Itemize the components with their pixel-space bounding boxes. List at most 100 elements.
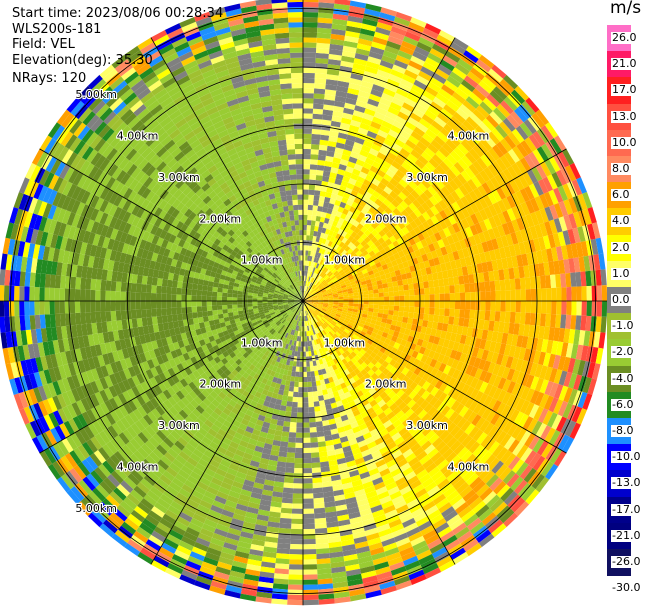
velocity-gate xyxy=(122,402,133,415)
velocity-gate xyxy=(359,508,372,517)
velocity-gate xyxy=(326,326,332,332)
velocity-gate xyxy=(297,407,303,413)
velocity-gate xyxy=(126,388,137,400)
velocity-gate xyxy=(464,193,475,205)
velocity-gate xyxy=(518,174,529,189)
velocity-gate xyxy=(324,160,333,168)
velocity-gate xyxy=(468,163,480,176)
velocity-gate xyxy=(279,323,284,329)
velocity-gate xyxy=(438,362,447,373)
velocity-gate xyxy=(275,311,281,315)
velocity-gate xyxy=(440,108,453,120)
velocity-gate xyxy=(303,564,318,570)
velocity-gate xyxy=(384,547,400,557)
velocity-gate xyxy=(293,468,303,474)
velocity-gate xyxy=(395,87,409,98)
velocity-gate xyxy=(562,402,573,419)
velocity-gate xyxy=(431,437,443,448)
velocity-gate xyxy=(546,339,554,354)
velocity-gate xyxy=(385,379,394,388)
velocity-gate xyxy=(366,282,373,288)
velocity-gate xyxy=(133,485,147,499)
velocity-gate xyxy=(385,371,394,380)
velocity-gate xyxy=(357,439,367,448)
velocity-gate xyxy=(317,27,332,34)
velocity-gate xyxy=(360,256,367,263)
velocity-gate xyxy=(438,229,447,240)
velocity-gate xyxy=(118,463,131,477)
velocity-gate xyxy=(359,471,371,480)
velocity-gate xyxy=(601,285,607,301)
velocity-gate xyxy=(178,540,194,552)
velocity-gate xyxy=(381,263,389,271)
velocity-gate xyxy=(331,290,338,294)
velocity-gate xyxy=(167,367,176,378)
velocity-gate xyxy=(314,310,319,315)
velocity-gate xyxy=(370,214,378,222)
velocity-gate xyxy=(347,241,354,249)
velocity-gate xyxy=(502,168,514,182)
velocity-gate xyxy=(479,169,491,183)
velocity-gate xyxy=(226,428,237,437)
velocity-gate xyxy=(342,309,348,313)
velocity-gate xyxy=(534,195,545,211)
velocity-gate xyxy=(356,498,369,507)
velocity-gate xyxy=(304,305,307,311)
velocity-gate xyxy=(330,321,336,327)
velocity-gate xyxy=(329,273,335,279)
velocity-gate xyxy=(506,380,516,394)
velocity-gate xyxy=(280,379,287,386)
velocity-gate xyxy=(257,398,265,406)
velocity-gate xyxy=(444,408,455,420)
velocity-gate xyxy=(410,442,422,453)
velocity-gate xyxy=(199,401,209,411)
velocity-gate xyxy=(524,227,534,241)
velocity-gate xyxy=(585,270,592,287)
velocity-gate xyxy=(393,216,402,225)
velocity-gate xyxy=(419,136,431,148)
velocity-gate xyxy=(376,169,386,178)
velocity-gate xyxy=(440,127,453,139)
velocity-gate xyxy=(318,237,324,244)
velocity-gate xyxy=(331,571,347,579)
velocity-gate xyxy=(269,506,282,513)
velocity-gate xyxy=(188,381,197,391)
velocity-gate xyxy=(459,301,466,310)
velocity-gate xyxy=(310,442,319,448)
velocity-gate xyxy=(562,356,571,372)
velocity-gate xyxy=(305,286,308,292)
velocity-gate xyxy=(468,426,480,439)
velocity-gate xyxy=(274,476,285,483)
velocity-gate xyxy=(153,419,164,430)
velocity-gate xyxy=(377,411,387,421)
velocity-gate xyxy=(282,358,288,365)
velocity-gate xyxy=(298,310,301,316)
velocity-gate xyxy=(348,438,358,446)
velocity-gate xyxy=(428,466,441,478)
velocity-gate xyxy=(496,82,511,97)
velocity-gate xyxy=(365,383,374,392)
velocity-gate xyxy=(306,235,310,241)
velocity-gate xyxy=(253,324,260,329)
velocity-gate xyxy=(410,149,422,160)
velocity-gate xyxy=(393,16,411,27)
velocity-gate xyxy=(462,469,476,482)
velocity-gate xyxy=(322,420,330,427)
velocity-gate xyxy=(298,326,301,332)
velocity-gate xyxy=(329,359,336,366)
velocity-gate xyxy=(443,510,458,523)
velocity-gate xyxy=(291,307,296,312)
velocity-gate xyxy=(418,247,427,256)
velocity-gate xyxy=(413,384,422,394)
velocity-gate xyxy=(182,406,192,416)
velocity-gate xyxy=(309,340,313,347)
velocity-gate xyxy=(427,185,437,196)
velocity-gate xyxy=(548,429,561,446)
velocity-gate xyxy=(276,378,283,385)
velocity-gate xyxy=(307,381,313,388)
velocity-gate xyxy=(383,454,395,464)
velocity-gate xyxy=(293,308,298,314)
velocity-gate xyxy=(282,492,293,499)
velocity-gate xyxy=(479,310,486,321)
velocity-gate xyxy=(452,131,465,144)
